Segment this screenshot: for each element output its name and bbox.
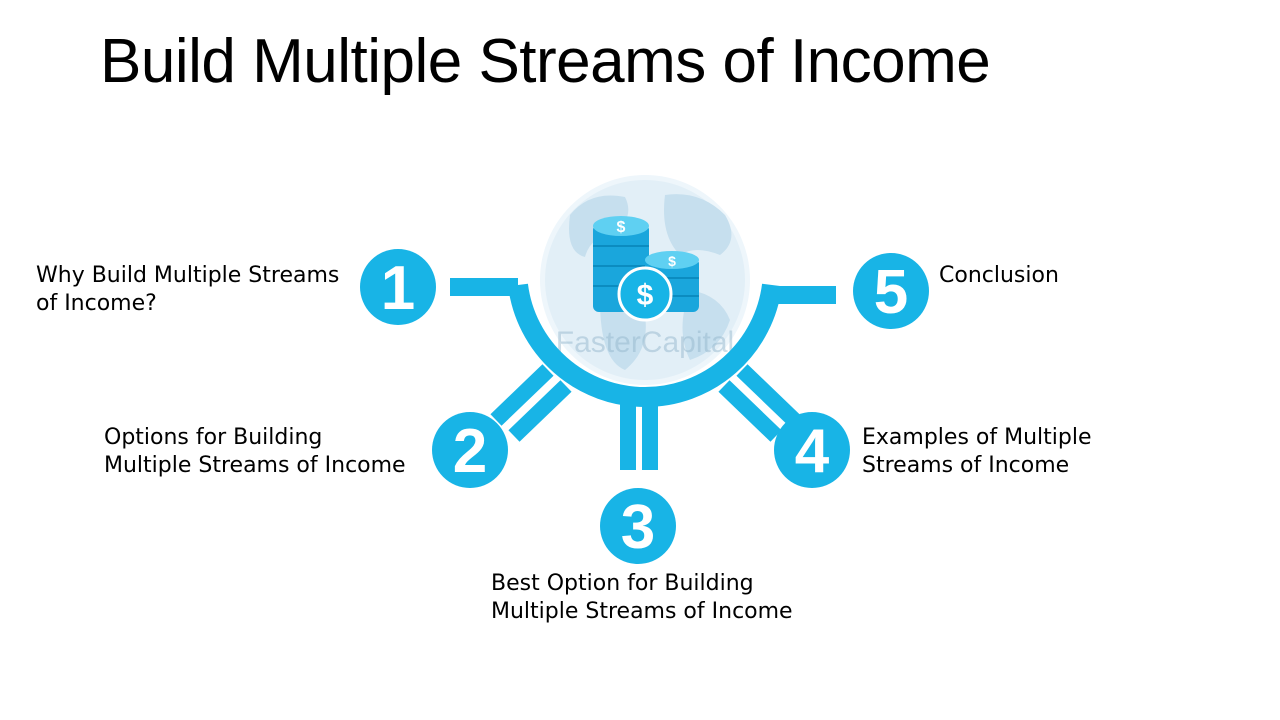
svg-text:4: 4 — [795, 417, 830, 486]
step-3-label-line2: Multiple Streams of Income — [491, 599, 793, 624]
step-4-label: Examples of Multiple Streams of Income — [862, 424, 1092, 480]
step-2-label-line1: Options for Building — [104, 425, 323, 450]
svg-text:1: 1 — [381, 254, 415, 323]
connector-4a — [718, 380, 782, 442]
connector-4b — [736, 364, 800, 426]
step-5-badge: 5 — [853, 253, 929, 329]
step-2-label-line2: Multiple Streams of Income — [104, 453, 406, 478]
step-4-label-line2: Streams of Income — [862, 453, 1070, 478]
step-5-label-line1: Conclusion — [939, 263, 1059, 288]
step-1-label-line2: of Income? — [36, 291, 157, 316]
svg-text:3: 3 — [621, 493, 655, 562]
step-1-label-line1: Why Build Multiple Streams — [36, 263, 340, 288]
step-3-badge: 3 — [600, 488, 676, 564]
page-title: Build Multiple Streams of Income — [100, 27, 991, 96]
svg-text:2: 2 — [453, 417, 487, 486]
step-3-label-line1: Best Option for Building — [491, 571, 754, 596]
svg-text:$: $ — [617, 219, 626, 236]
connector-arc — [508, 283, 782, 408]
step-3-label: Best Option for Building Multiple Stream… — [491, 570, 793, 626]
step-4-badge: 4 — [774, 412, 850, 488]
step-5-label: Conclusion — [939, 262, 1059, 290]
svg-text:$: $ — [668, 253, 676, 269]
step-1-badge: 1 — [360, 249, 436, 325]
connector-2a — [490, 364, 554, 426]
step-1-label: Why Build Multiple Streams of Income? — [36, 262, 339, 318]
step-2-badge: 2 — [432, 412, 508, 488]
step-4-label-line1: Examples of Multiple — [862, 425, 1092, 450]
coin-stack-icon: $ $ $ — [593, 216, 699, 322]
svg-text:5: 5 — [874, 258, 908, 327]
watermark-text: FasterCapital — [556, 326, 734, 359]
step-2-label: Options for Building Multiple Streams of… — [104, 424, 406, 480]
svg-text:$: $ — [637, 279, 654, 312]
connector-2b — [508, 380, 572, 442]
